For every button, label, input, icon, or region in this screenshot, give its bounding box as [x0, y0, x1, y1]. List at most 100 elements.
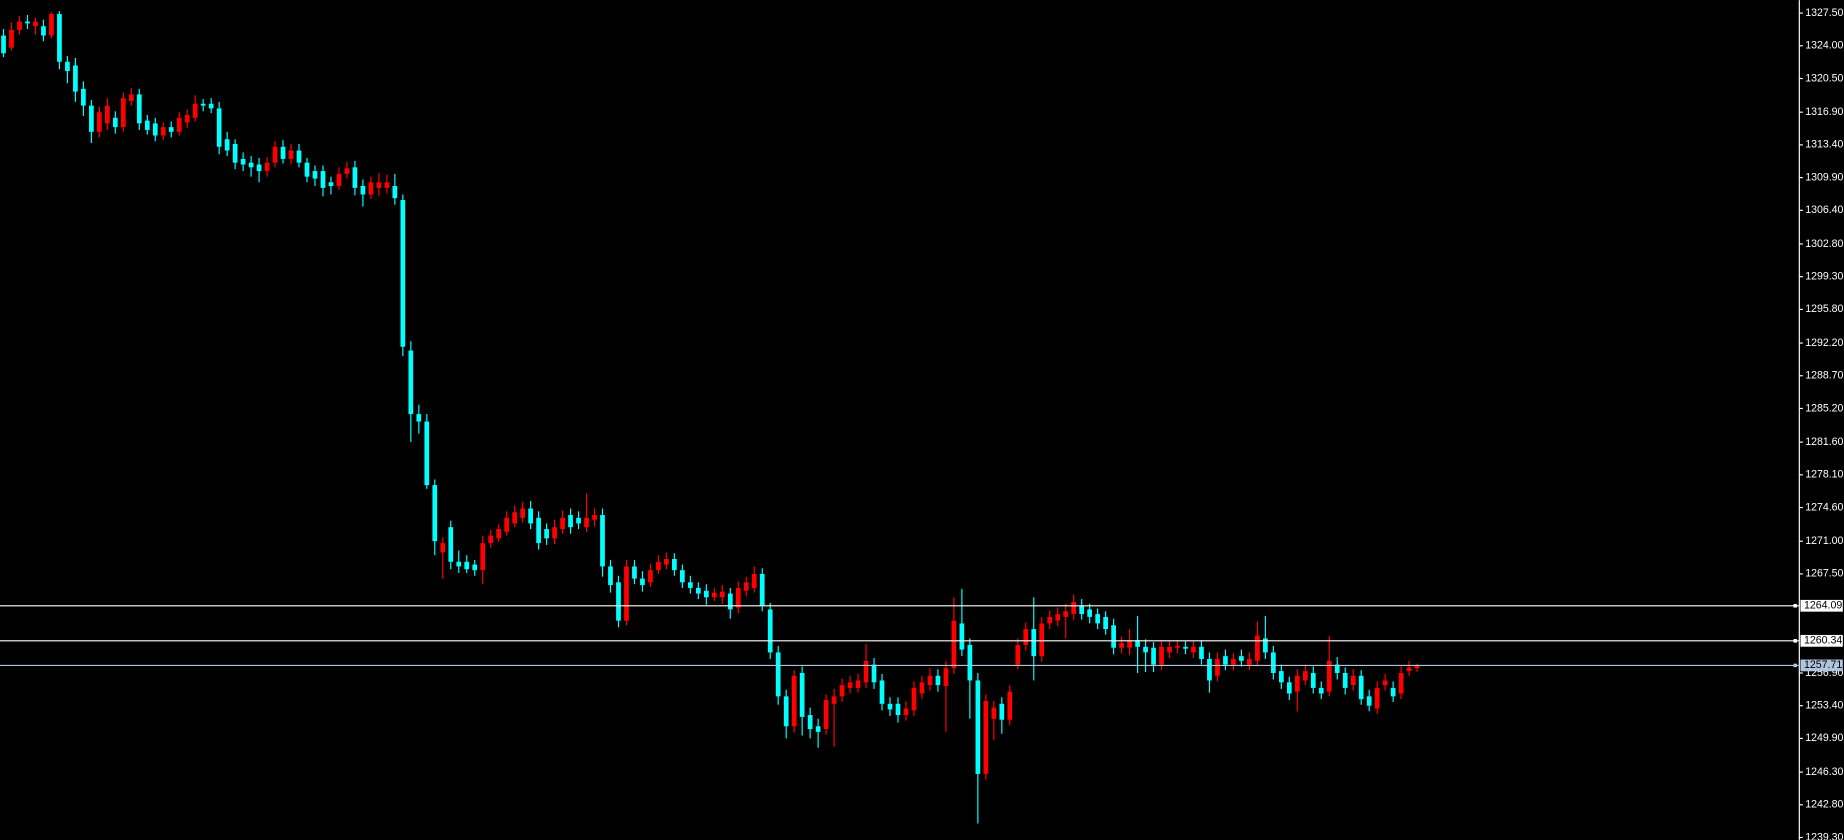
candle-body: [1023, 629, 1029, 645]
candle-body: [280, 146, 286, 159]
candle-body: [216, 108, 222, 147]
candle-body: [616, 582, 621, 621]
candle-body: [528, 508, 533, 524]
candle-body: [432, 485, 438, 542]
candle-body: [1071, 601, 1077, 615]
candle-body: [1342, 672, 1348, 688]
candle-body: [33, 21, 38, 27]
candle-body: [200, 103, 206, 106]
candle-body: [759, 573, 765, 606]
y-tick-label: 1246.30: [1805, 766, 1843, 778]
candle-body: [456, 561, 462, 567]
candle-body: [680, 570, 685, 583]
candle-body: [1015, 644, 1021, 665]
price-level-label: 1260.34: [1804, 635, 1842, 647]
y-tick-label: 1295.80: [1805, 303, 1843, 315]
candle-body: [1406, 667, 1412, 672]
y-tick-label: 1320.50: [1805, 72, 1843, 84]
y-tick-label: 1306.40: [1805, 204, 1843, 216]
candle-body: [1366, 696, 1372, 706]
candle-body: [344, 168, 350, 174]
y-tick-label: 1271.00: [1805, 535, 1843, 547]
candle-body: [1175, 645, 1180, 648]
candle-body: [1286, 682, 1292, 694]
candle-body: [887, 703, 893, 710]
candle-body: [1223, 656, 1228, 665]
candle-body: [839, 685, 845, 697]
candle-body: [1135, 640, 1140, 647]
candle-body: [1231, 658, 1236, 665]
candle-body: [97, 112, 102, 132]
candle-body: [687, 582, 693, 588]
y-tick-label: 1278.10: [1805, 469, 1843, 481]
candle-body: [959, 623, 965, 650]
candle-body: [368, 182, 374, 195]
price-level-box: [1800, 599, 1843, 612]
candle-body: [791, 675, 797, 727]
candle-body: [256, 164, 262, 172]
candle-body: [1167, 646, 1172, 653]
candle-body: [104, 105, 110, 124]
candle-body: [600, 515, 605, 567]
candle-body: [632, 566, 637, 579]
candle-body: [568, 515, 573, 528]
candle-body: [1191, 646, 1196, 653]
candle-body: [1215, 658, 1220, 676]
candle-body: [1358, 675, 1364, 700]
candle-body: [168, 127, 174, 132]
candle-body: [991, 707, 997, 719]
candle-body: [783, 696, 789, 727]
candle-body: [328, 182, 334, 187]
candle-body: [89, 105, 94, 132]
candle-body: [1334, 664, 1340, 673]
candle-body: [112, 117, 118, 128]
y-tick-label: 1239.30: [1805, 831, 1843, 840]
candle-body: [1294, 675, 1300, 692]
candle-body: [1095, 614, 1101, 624]
candle-body: [1111, 625, 1116, 648]
candle-body: [743, 582, 749, 591]
candle-body: [384, 182, 390, 188]
candle-body: [927, 675, 933, 686]
candle-body: [1263, 638, 1268, 653]
candle-body: [1063, 611, 1069, 617]
y-tick-label: 1253.40: [1805, 699, 1843, 711]
candle-body: [176, 117, 182, 132]
candle-body: [871, 664, 877, 683]
candle-body: [672, 558, 677, 571]
candle-body: [775, 652, 781, 697]
candle-body: [1127, 640, 1132, 648]
y-tick-label: 1267.50: [1805, 568, 1843, 580]
candle-body: [1047, 616, 1053, 624]
candle-body: [1207, 658, 1212, 681]
price-level-label: 1264.09: [1804, 600, 1842, 612]
candle-body: [1247, 658, 1252, 665]
candle-body: [440, 543, 446, 553]
candle-body: [25, 21, 30, 24]
candle-body: [536, 517, 541, 544]
candle-body: [544, 529, 549, 539]
candle-body: [512, 512, 518, 524]
price-level-marker: [1793, 639, 1797, 643]
candle-body: [448, 527, 454, 562]
candle-body: [272, 146, 278, 163]
candle-body: [57, 14, 62, 62]
candle-body: [520, 508, 525, 518]
candle-body: [560, 517, 565, 530]
y-tick-label: 1313.40: [1805, 139, 1843, 151]
candle-body: [232, 143, 238, 163]
candle-body: [999, 703, 1005, 720]
y-tick-label: 1249.90: [1805, 732, 1843, 744]
y-tick-label: 1292.20: [1805, 337, 1843, 349]
candle-body: [879, 680, 885, 704]
candle-body: [727, 593, 733, 610]
candle-body: [400, 200, 406, 347]
candle-body: [376, 182, 382, 188]
candle-body: [488, 535, 494, 544]
candle-body: [65, 61, 70, 72]
candle-body: [967, 644, 973, 681]
candle-body: [855, 680, 861, 688]
y-tick-label: 1274.60: [1805, 501, 1843, 513]
candle-body: [1031, 629, 1037, 657]
